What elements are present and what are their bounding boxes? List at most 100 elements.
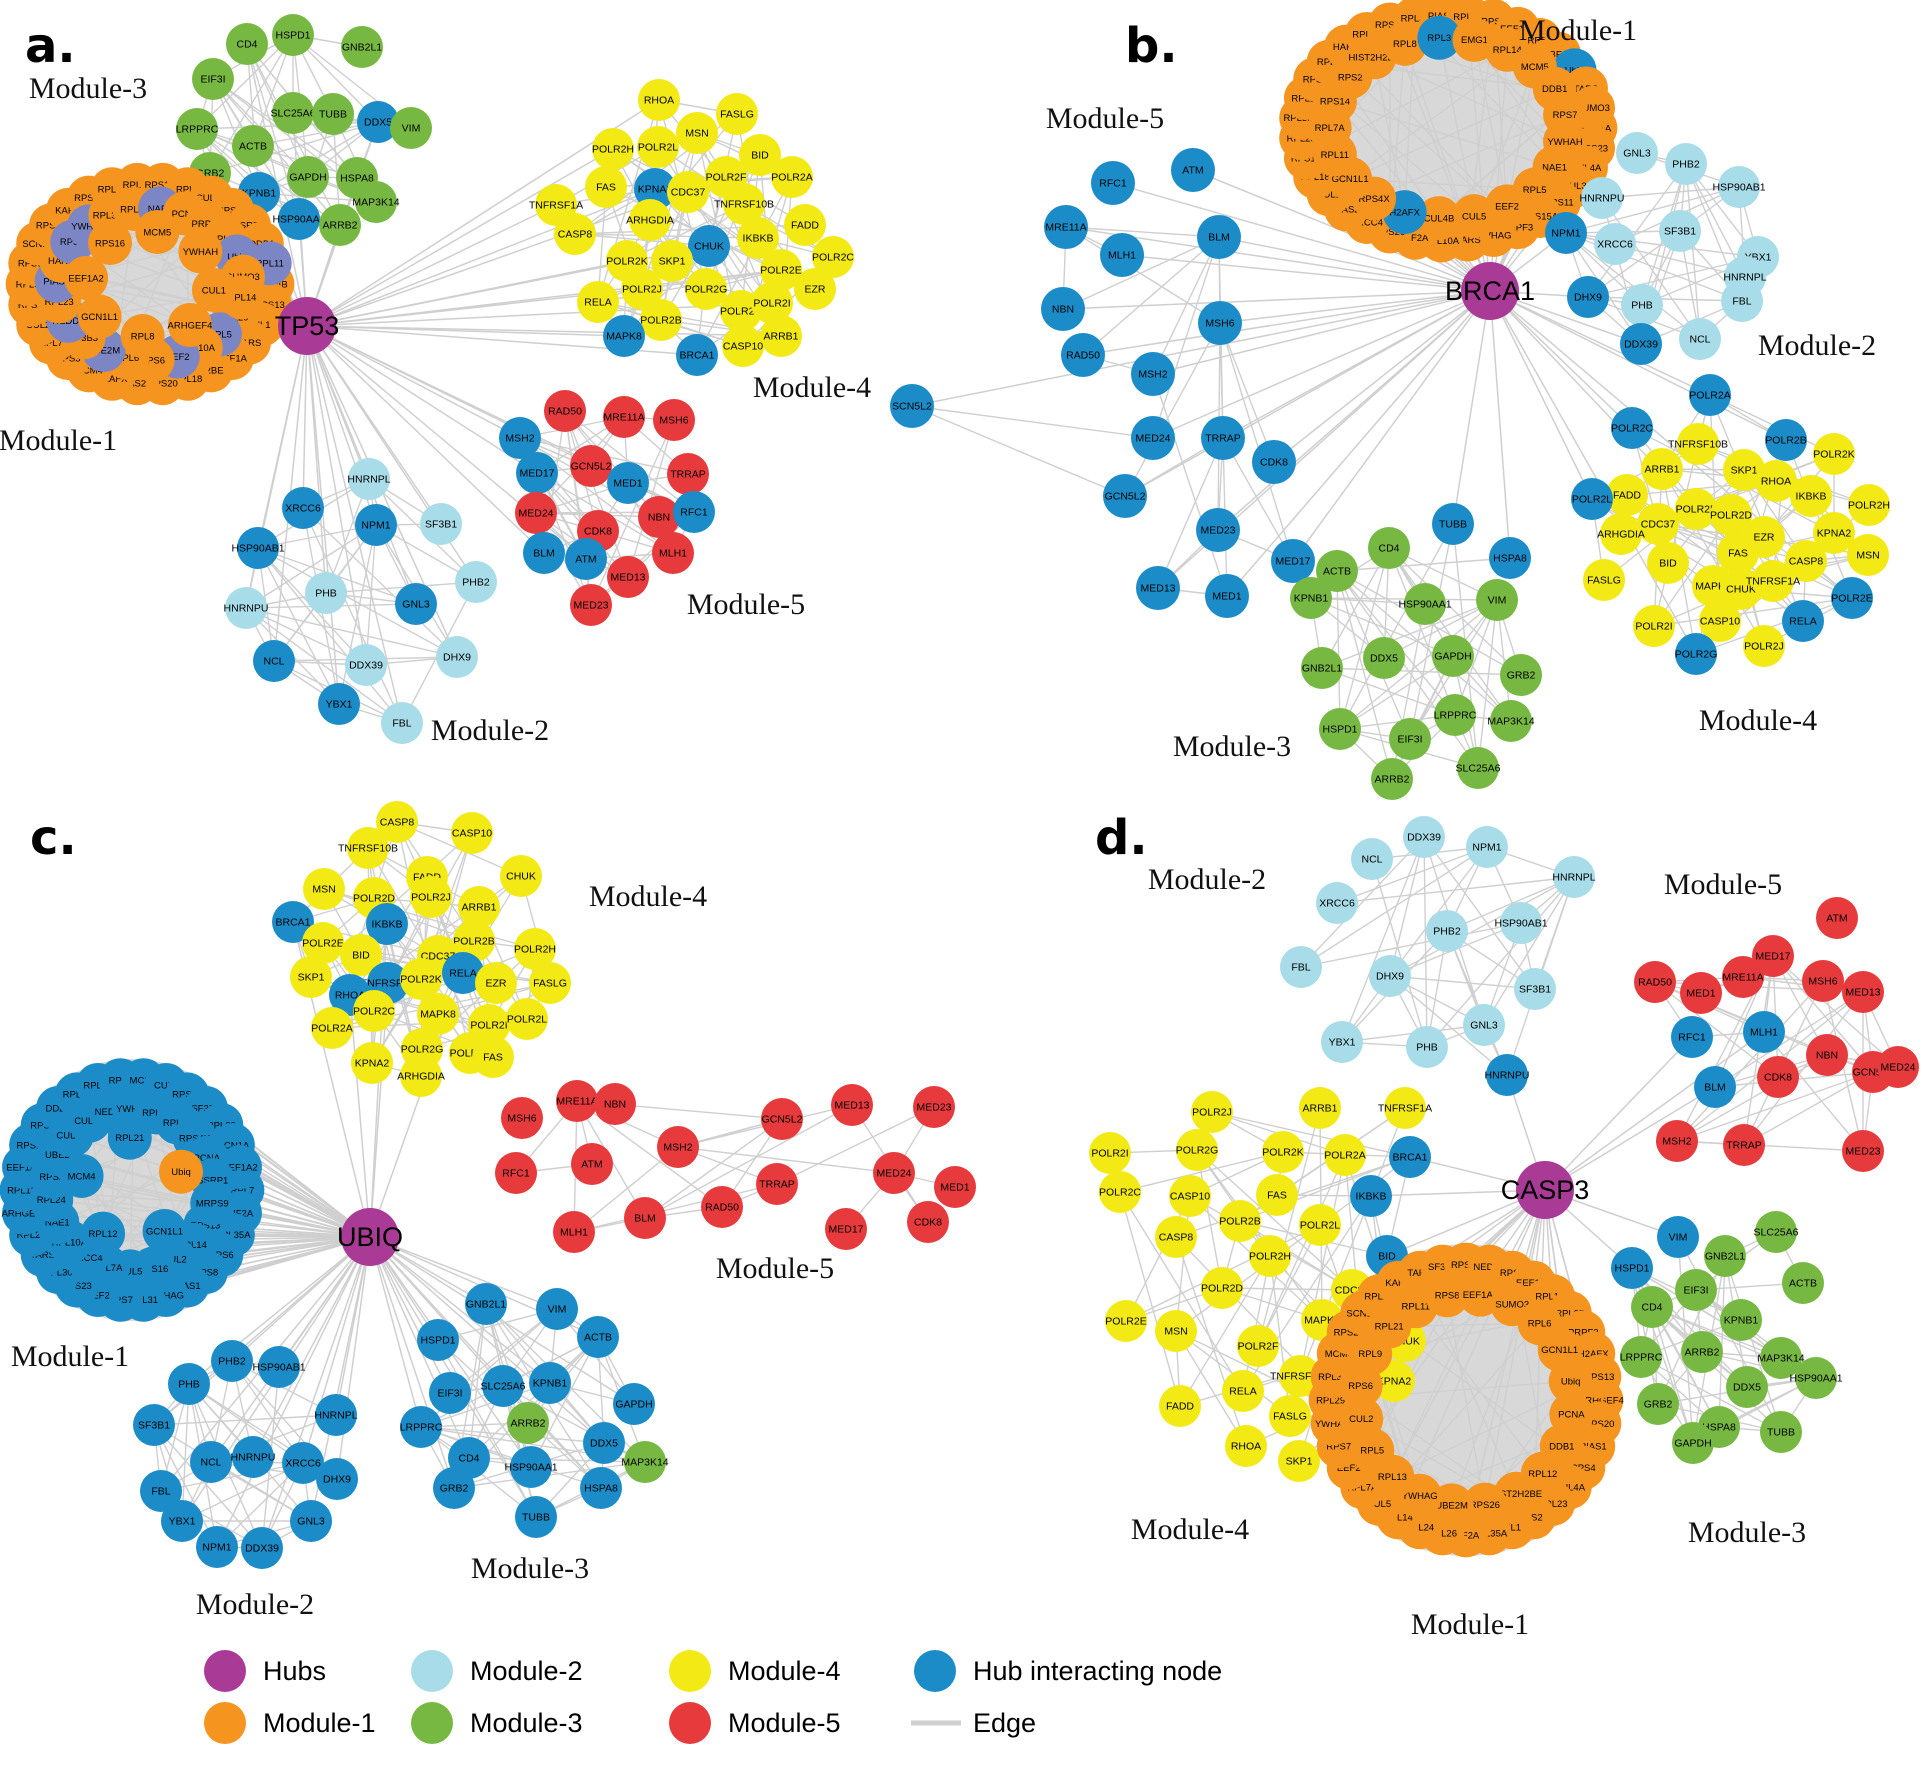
edge: [302, 1236, 371, 1464]
node-label: UBE2I: [45, 1150, 72, 1161]
node-label: HSPD1: [420, 1335, 455, 1347]
cluster-title-Module-3: Module-3: [471, 1552, 589, 1585]
edge: [420, 1382, 551, 1428]
node-label: ATM: [575, 554, 596, 566]
node-TRRAP: TRRAP: [1723, 1124, 1765, 1166]
node-label: POLR2G: [401, 1044, 444, 1056]
node-label: MSN: [1856, 550, 1879, 562]
edge: [1383, 599, 1498, 659]
node-label: SCN5L2: [892, 401, 932, 413]
node-label: RPL12: [1528, 1469, 1557, 1480]
edge: [1062, 290, 1491, 310]
node-label: RPS2: [1500, 1268, 1525, 1279]
edge: [1654, 981, 1779, 1078]
node-POLR2I: POLR2I: [1633, 605, 1675, 647]
edge: [1685, 163, 1746, 278]
hub-label: CASP3: [1501, 1175, 1590, 1205]
legend-swatch: [204, 1650, 246, 1692]
node-label: CUL5: [118, 1267, 142, 1278]
node-MRE11A: MRE11A: [1044, 205, 1088, 249]
node-label: POLR2G: [1176, 1145, 1219, 1157]
node-label: GCN1L1: [81, 312, 118, 323]
node-HSP90AB1: HSP90AB1: [252, 1346, 306, 1388]
node-label: EEF2: [166, 352, 190, 363]
node-BID: BID: [340, 934, 382, 976]
node-label: RPL14: [1493, 45, 1522, 56]
node-CDC37: CDC37: [1637, 503, 1679, 545]
edge: [1112, 182, 1491, 292]
node-label: RPS8: [1527, 35, 1552, 46]
node-label: CASP8: [1789, 556, 1824, 568]
node-label: ARHGEF4: [168, 320, 213, 331]
node-MED17: MED17: [516, 452, 558, 494]
node-EIF3I: EIF3I: [429, 1372, 471, 1414]
node-label: DDB1: [1549, 1442, 1574, 1453]
node-HNRNPL: HNRNPL: [314, 1394, 358, 1436]
node-MSH2: MSH2: [499, 417, 541, 459]
node-PHB: PHB: [168, 1363, 210, 1405]
node-GNL3: GNL3: [1616, 132, 1658, 174]
cluster-title-Module-2: Module-2: [1758, 329, 1876, 362]
node-MSH6: MSH6: [501, 1097, 543, 1139]
legend-label: Module-3: [470, 1708, 583, 1738]
node-EEF1A2: EEF1A2: [64, 256, 109, 301]
node-label: RPL30: [44, 1267, 73, 1278]
node-label: POLR2B: [453, 936, 494, 948]
node-RPL8: RPL8: [120, 314, 165, 359]
edge: [1219, 322, 1275, 463]
edge: [468, 1303, 487, 1459]
node-KPNB1: KPNB1: [1290, 577, 1332, 619]
node-FAS: FAS: [472, 1036, 514, 1078]
node-label: EEF2: [1495, 202, 1519, 213]
node-label: HNRNPU: [1580, 193, 1625, 205]
node-label: PHB2: [218, 1356, 246, 1368]
edge: [1152, 290, 1491, 375]
node-label: TNFRSF1A: [1378, 1103, 1432, 1115]
node-label: RPS23: [1334, 1328, 1364, 1339]
node-label: UBE2M: [87, 345, 120, 356]
node-label: HNRNPU: [231, 1452, 276, 1464]
node-CASP10: CASP10: [1169, 1175, 1211, 1217]
node-CDK8: CDK8: [1757, 1056, 1799, 1098]
legend-swatch: [204, 1702, 246, 1744]
node-label: MSH6: [1808, 976, 1837, 988]
legend-label: Module-2: [470, 1656, 583, 1686]
node-FAS: FAS: [585, 166, 627, 208]
node-label: SF3B3: [1428, 1262, 1457, 1273]
cluster-title-Module-1: Module-1: [11, 1340, 129, 1373]
node-label: POLR2B: [1219, 1216, 1260, 1228]
node-NPM1: NPM1: [1466, 826, 1508, 868]
node-YWHAH: YWHAH: [1543, 119, 1588, 164]
edge: [911, 290, 1491, 407]
node-GAPDH: GAPDH: [613, 1383, 655, 1425]
edge: [1339, 655, 1454, 730]
node-label: RPS20: [172, 1090, 202, 1101]
edge: [1651, 1306, 1720, 1428]
node-SLC25A6: SLC25A6: [481, 1365, 526, 1407]
node-RFC1: RFC1: [1091, 161, 1135, 205]
node-CASP8: CASP8: [1785, 540, 1827, 582]
edge: [1300, 922, 1522, 968]
node-label: CUL4A: [196, 193, 227, 204]
node-label: CD4: [236, 39, 257, 51]
node-label: GNB2L1: [1705, 1251, 1745, 1263]
node-XRCC6: XRCC6: [1316, 882, 1358, 924]
node-label: RHOA: [1761, 476, 1791, 488]
edge: [1389, 846, 1488, 977]
node-label: GCN1A: [216, 1140, 249, 1151]
node-MCM5: MCM5: [135, 209, 180, 254]
node-label: FADD: [791, 220, 819, 232]
edge: [1391, 655, 1454, 780]
node-label: CASP10: [1700, 616, 1740, 628]
edge: [257, 547, 458, 658]
node-label: EZR: [1754, 532, 1775, 544]
edge: [325, 581, 477, 594]
node-label: ACTB: [1789, 1278, 1817, 1290]
node-HSPD1: HSPD1: [272, 14, 314, 56]
node-label: NBN: [604, 1099, 626, 1111]
edge: [1676, 1140, 1864, 1152]
node-POLR2J: POLR2J: [410, 876, 452, 918]
node-label: YWHAG: [71, 222, 107, 233]
cluster-title-Module-5: Module-5: [1664, 868, 1782, 901]
node-MLH1: MLH1: [652, 532, 694, 574]
